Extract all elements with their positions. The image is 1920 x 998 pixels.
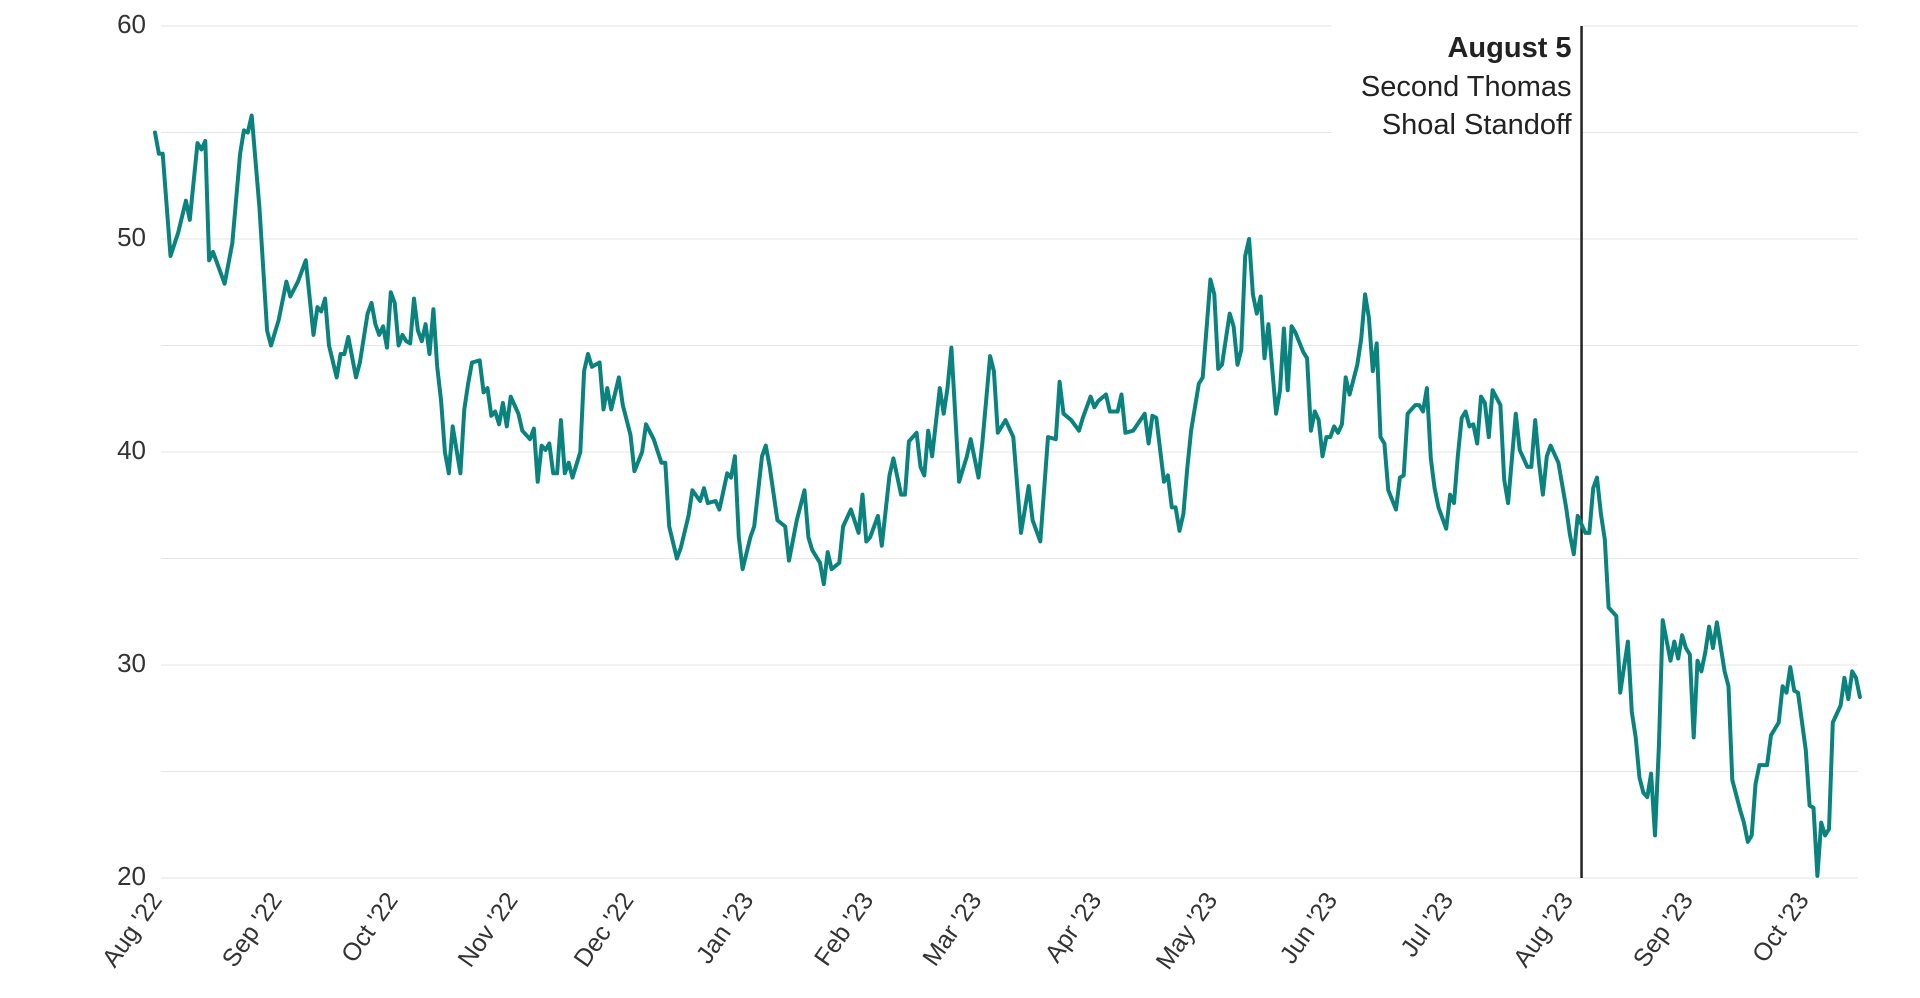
- x-tick-label: Sep '23: [1628, 887, 1699, 972]
- x-tick-label: Oct '22: [336, 887, 404, 967]
- x-tick-label: Mar '23: [917, 887, 987, 971]
- y-tick-label: 60: [117, 9, 146, 39]
- x-tick-label: Oct '23: [1747, 887, 1815, 967]
- x-tick-label: Apr '23: [1039, 887, 1107, 967]
- annotation-title: August 5: [1447, 32, 1571, 64]
- x-tick-label: Aug '22: [97, 887, 168, 972]
- y-tick-label: 20: [117, 861, 146, 891]
- x-tick-label: Aug '23: [1508, 887, 1579, 972]
- annotation-line-2: Shoal Standoff: [1382, 109, 1573, 141]
- x-tick-label: Jan '23: [691, 887, 760, 968]
- y-tick-label: 50: [117, 222, 146, 252]
- series-line: [153, 113, 1862, 878]
- y-tick-label: 40: [117, 435, 146, 465]
- y-axis: 20 30 40 50 60: [117, 9, 146, 891]
- annotation-background: [1331, 24, 1582, 139]
- x-axis: Aug '22 Sep '22 Oct '22 Nov '22 Dec '22 Jan '…: [97, 887, 1815, 974]
- gridlines: [161, 25, 1858, 879]
- x-tick-label: May '23: [1151, 887, 1224, 974]
- x-tick-label: Sep '22: [217, 887, 288, 972]
- x-tick-label: Jun '23: [1274, 887, 1343, 968]
- x-tick-label: Feb '23: [809, 887, 879, 971]
- x-tick-label: Jul '23: [1395, 887, 1459, 962]
- y-tick-label: 30: [117, 648, 146, 678]
- x-tick-label: Nov '22: [452, 887, 523, 972]
- annotation: August 5 Second Thomas Shoal Standoff: [1361, 32, 1573, 141]
- annotation-line-1: Second Thomas: [1361, 71, 1572, 103]
- x-tick-label: Dec '22: [568, 887, 639, 972]
